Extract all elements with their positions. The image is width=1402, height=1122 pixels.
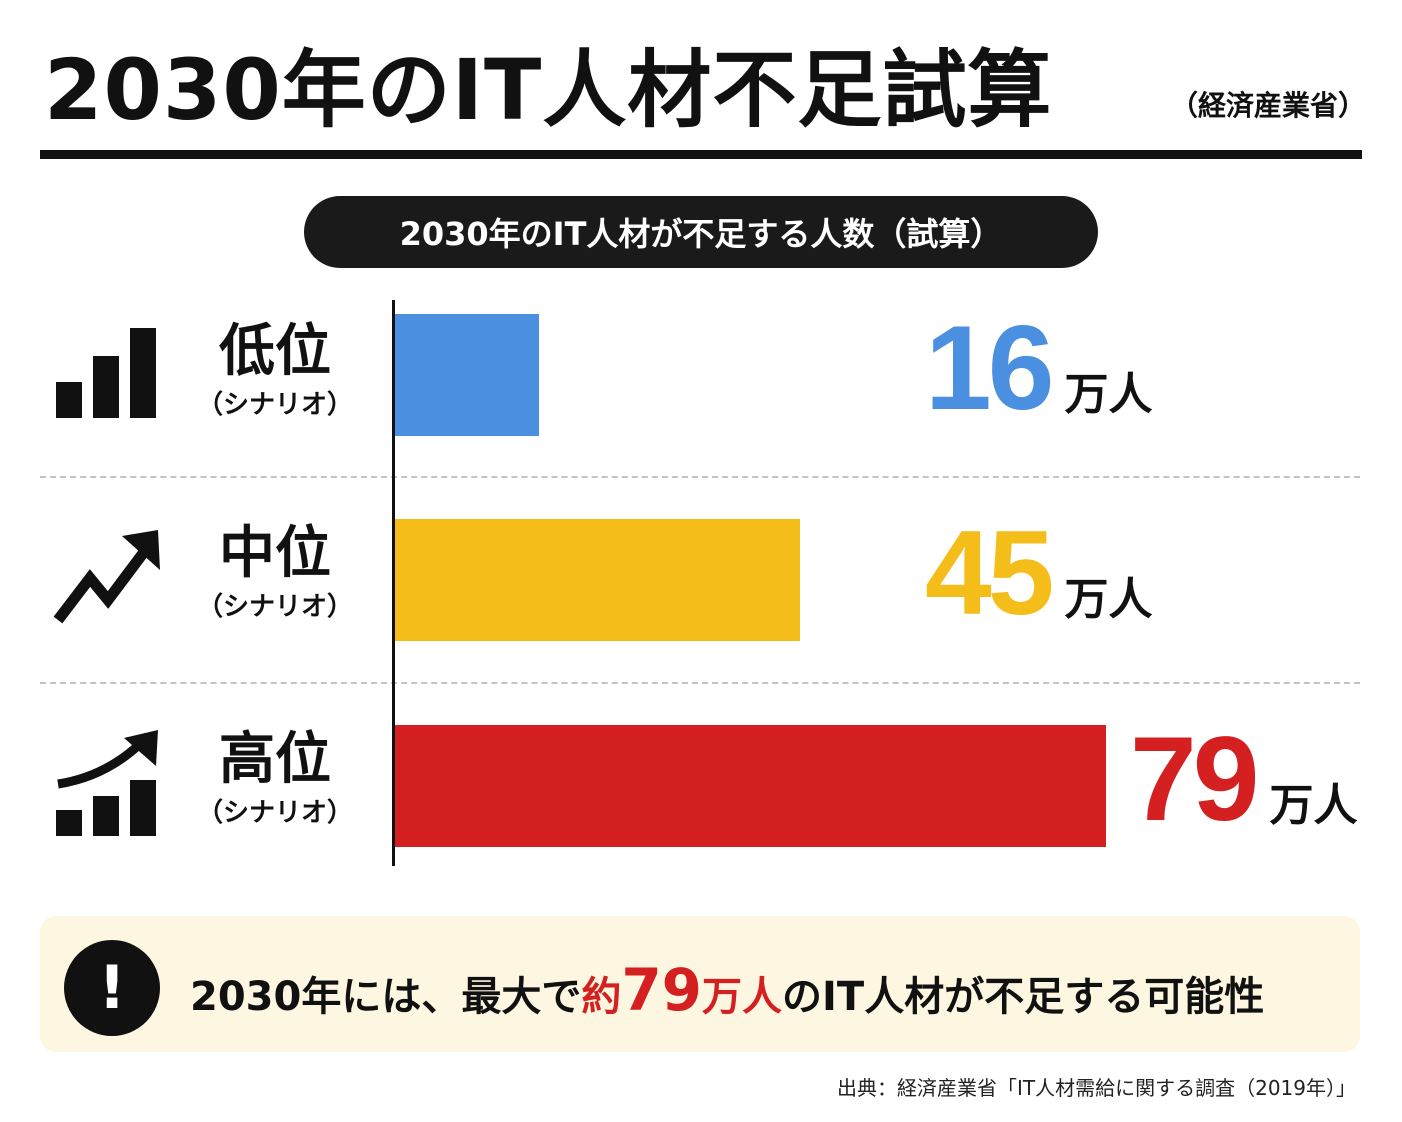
callout-text: 2030年には、最大で約79万人のIT人材が不足する可能性	[190, 950, 1264, 1030]
exclamation-icon: !	[64, 940, 160, 1036]
category-sublabel: （シナリオ）	[196, 592, 353, 622]
value-label-mid: 45 万人	[925, 513, 1152, 633]
row-label-mid: 中位 （シナリオ）	[180, 522, 370, 624]
callout-text-before: 2030年には、最大で	[190, 974, 582, 1020]
page-subtitle: （経済産業省）	[1170, 89, 1367, 122]
value-number: 16	[925, 301, 1054, 435]
bar-high	[395, 725, 1106, 847]
row-label-high: 高位 （シナリオ）	[180, 728, 370, 830]
bar-low	[395, 314, 539, 436]
callout-highlight-number: 79	[621, 956, 703, 1024]
source-note: 出典：経済産業省「IT人材需給に関する調査（2019年）」	[836, 1076, 1356, 1100]
row-divider	[40, 682, 1360, 684]
page-title: 2030年のIT人材不足試算	[44, 41, 1053, 139]
value-unit: 万人	[1064, 369, 1153, 420]
value-label-low: 16 万人	[925, 308, 1152, 428]
callout-text-after: のIT人材が不足する可能性	[782, 974, 1265, 1020]
bar-chart-icon	[56, 328, 156, 418]
category-sublabel: （シナリオ）	[196, 390, 353, 420]
bar-mid	[395, 519, 800, 641]
category-label: 低位	[219, 319, 331, 384]
row-divider	[40, 476, 1360, 478]
category-label: 高位	[219, 727, 331, 792]
value-label-high: 79 万人	[1130, 719, 1357, 839]
y-axis-line	[392, 300, 395, 866]
chart-title: 2030年のIT人材が不足する人数（試算）	[304, 196, 1098, 268]
value-number: 45	[925, 506, 1054, 640]
callout-highlight-prefix: 約	[581, 974, 622, 1020]
callout-highlight-unit: 万人	[702, 974, 783, 1020]
title-divider	[40, 150, 1362, 159]
value-unit: 万人	[1269, 780, 1358, 831]
growth-chart-icon	[56, 730, 158, 836]
callout-box	[40, 916, 1360, 1052]
value-number: 79	[1130, 712, 1259, 846]
value-unit: 万人	[1064, 574, 1153, 625]
category-label: 中位	[219, 521, 331, 586]
trend-up-icon	[53, 530, 160, 624]
row-label-low: 低位 （シナリオ）	[180, 320, 370, 422]
category-sublabel: （シナリオ）	[196, 798, 353, 828]
